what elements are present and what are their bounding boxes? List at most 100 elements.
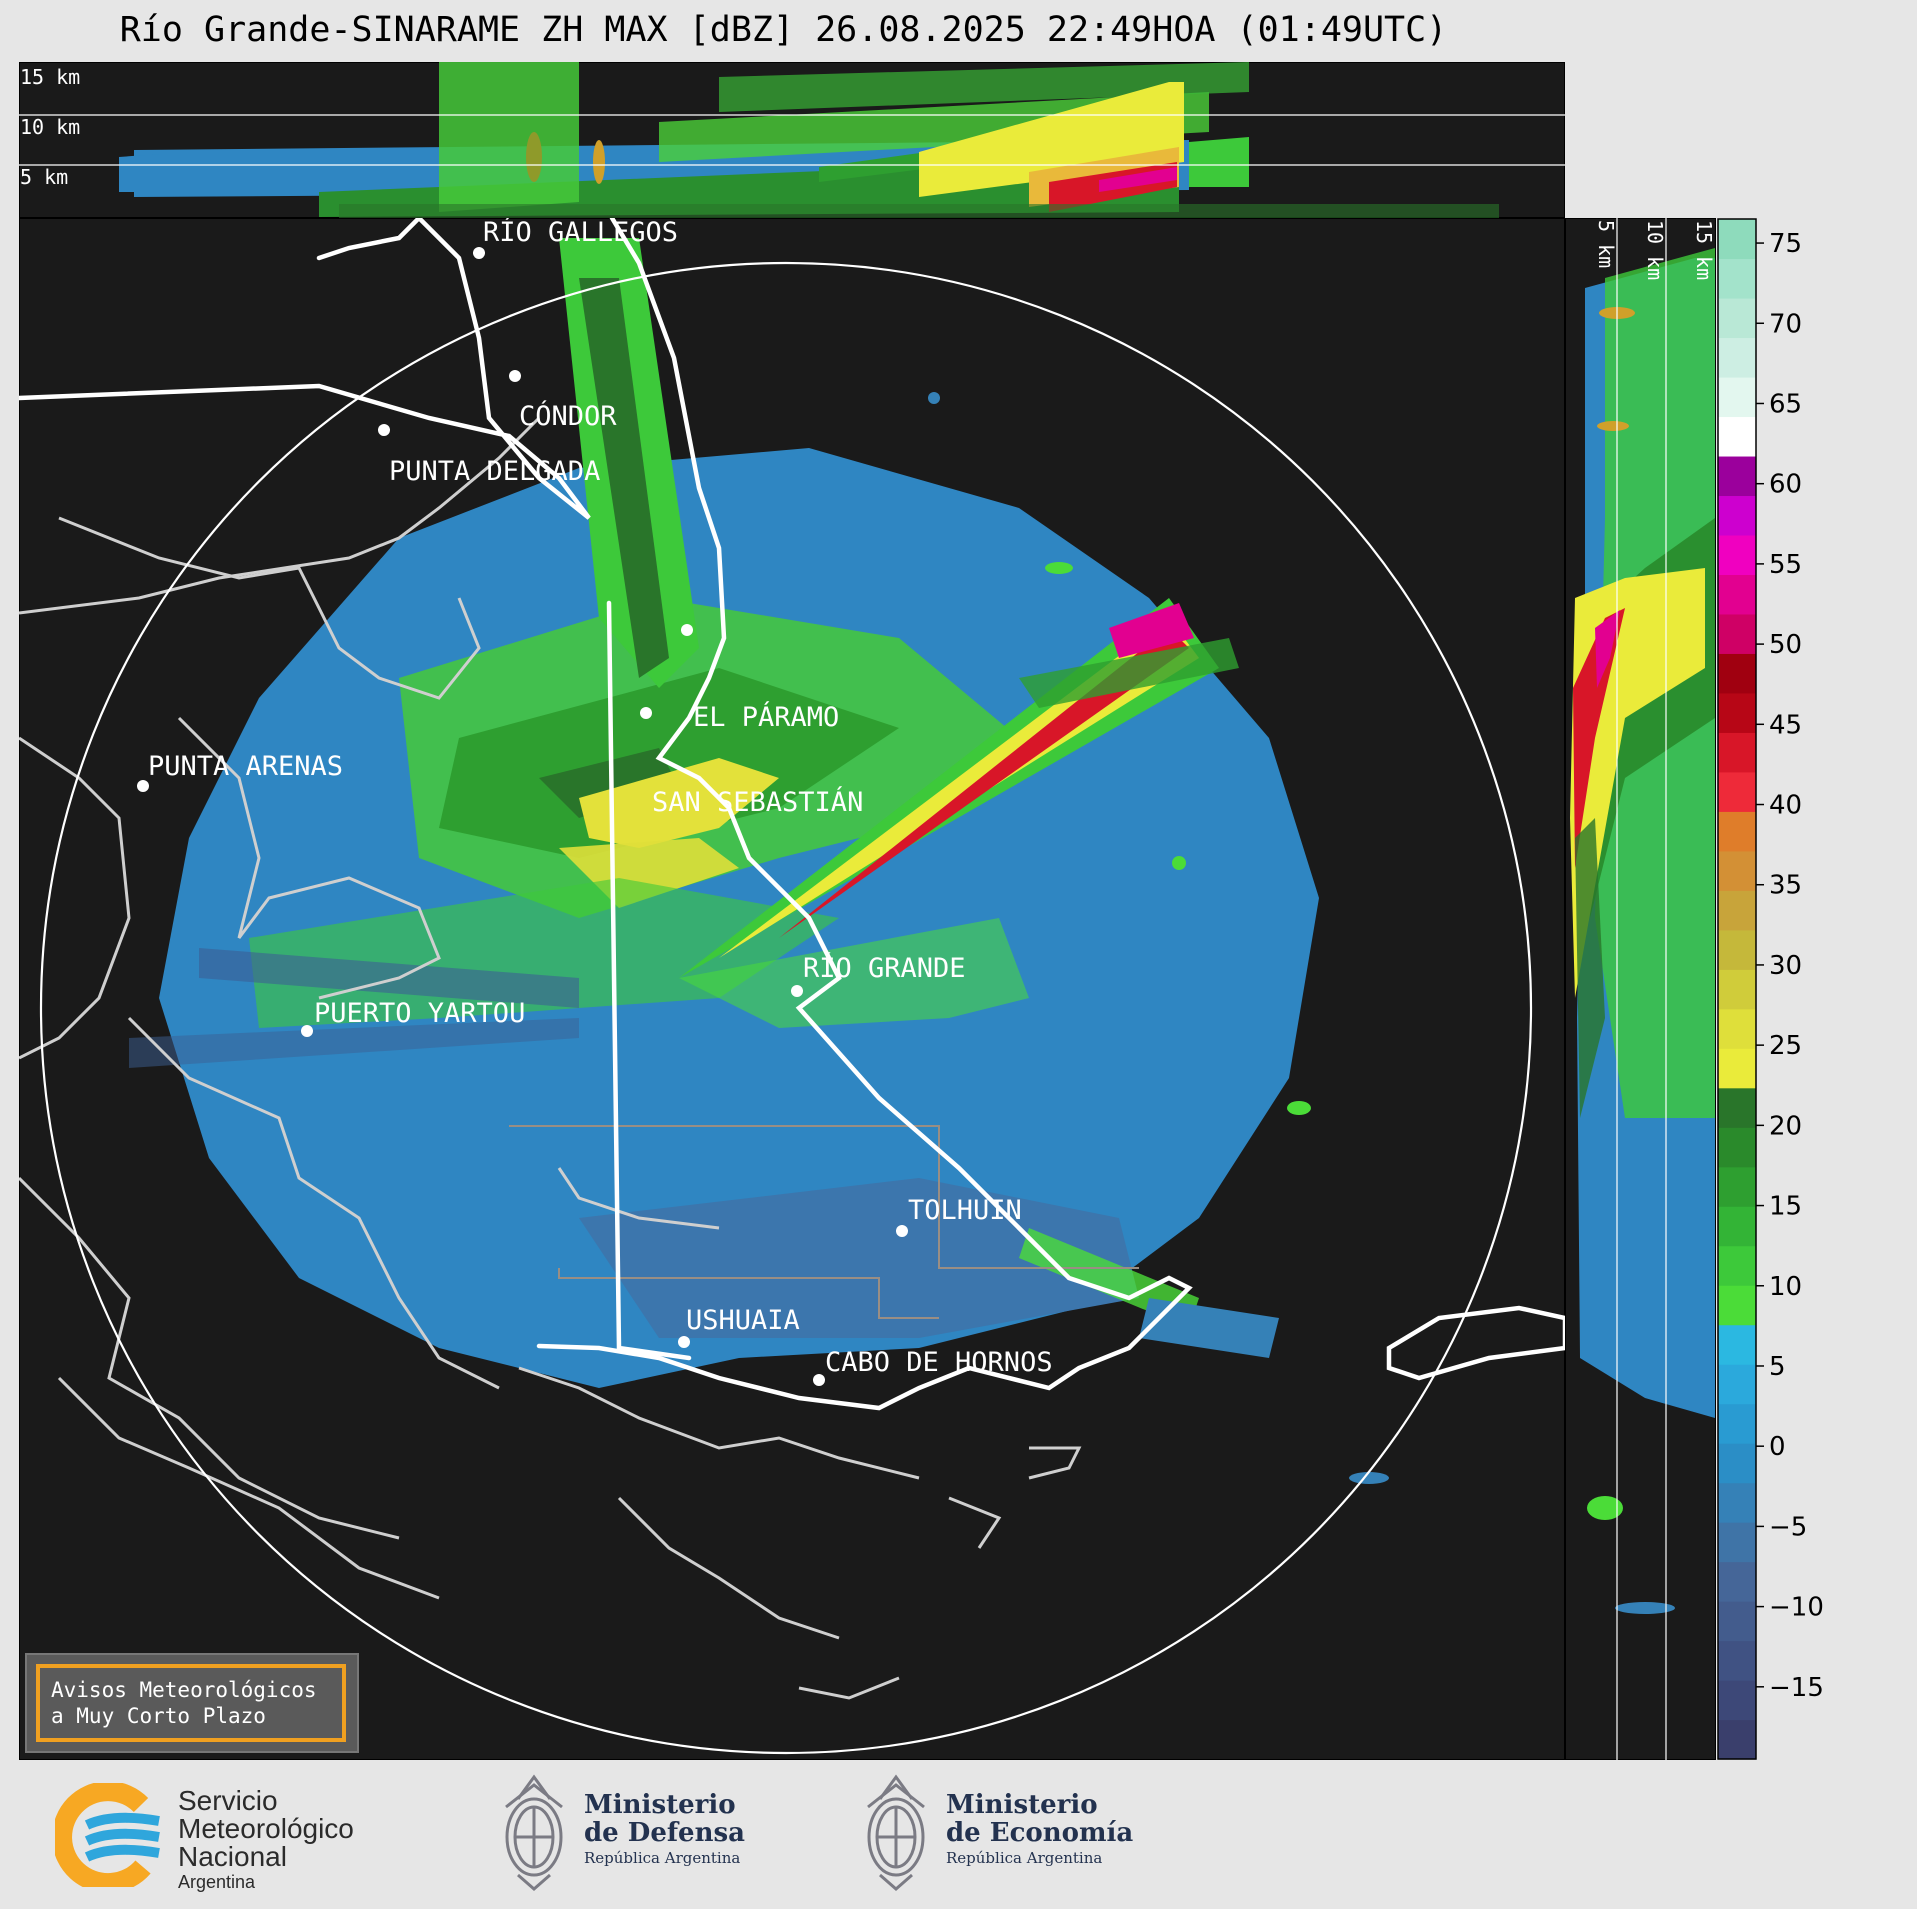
colorbar-tick-label: 65 xyxy=(1769,389,1802,419)
city-label-punta-delgada: PUNTA DELGADA xyxy=(389,456,600,487)
radar-map[interactable]: RÍO GALLEGOS CÓNDOR PUNTA DELGADA EL PÁR… xyxy=(19,218,1565,1760)
defensa-line-2: de Defensa xyxy=(584,1818,745,1848)
reflectivity-echoes xyxy=(129,238,1389,1484)
colorbar-segment xyxy=(1718,1087,1756,1128)
colorbar-segment xyxy=(1718,1324,1756,1365)
colorbar-tick-label: 35 xyxy=(1769,871,1802,901)
side-label-15km: 15 km xyxy=(1692,220,1716,280)
smn-line-2: Meteorológico xyxy=(178,1813,354,1844)
colorbar-segment xyxy=(1718,416,1756,457)
notice-line-2: a Muy Corto Plazo xyxy=(51,1704,266,1728)
colorbar-segment xyxy=(1718,495,1756,536)
colorbar-tick-label: 45 xyxy=(1769,710,1802,740)
warning-notice[interactable]: Avisos Meteorológicos a Muy Corto Plazo xyxy=(25,1653,359,1753)
colorbar-segments xyxy=(1718,219,1756,1760)
colorbar-tick-label: 50 xyxy=(1769,630,1802,660)
economia-text: Ministerio de Economía República Argenti… xyxy=(946,1791,1133,1869)
side-cross-section-panel: 5 km 10 km 15 km xyxy=(1565,218,1716,1760)
colorbar-segment xyxy=(1718,850,1756,891)
colorbar-tick-label: 60 xyxy=(1769,470,1802,500)
colorbar-segment xyxy=(1718,1166,1756,1207)
colorbar-tick-label: 70 xyxy=(1769,309,1802,339)
economia-line-1: Ministerio xyxy=(946,1790,1098,1820)
top-cross-section-panel: 15 km 10 km 5 km xyxy=(19,62,1565,218)
colorbar-segment xyxy=(1718,890,1756,931)
city-label-tolhuin: TOLHUIN xyxy=(908,1195,1022,1226)
defensa-coat-of-arms-icon xyxy=(505,1774,563,1891)
radar-range-ring xyxy=(39,261,1533,1755)
colorbar-segment xyxy=(1718,613,1756,654)
colorbar-segment xyxy=(1718,1482,1756,1523)
colorbar-segment xyxy=(1718,692,1756,733)
city-label-punta-arenas: PUNTA ARENAS xyxy=(148,751,343,782)
province-boundaries xyxy=(509,1125,1139,1319)
colorbar-segment xyxy=(1718,811,1756,852)
city-markers xyxy=(137,247,908,1386)
side-label-10km: 10 km xyxy=(1643,220,1667,280)
colorbar-segment xyxy=(1718,297,1756,339)
city-label-rio-gallegos: RÍO GALLEGOS xyxy=(483,218,678,248)
colorbar-segment xyxy=(1718,1364,1756,1405)
city-label-cabo-de-hornos: CABO DE HORNOS xyxy=(825,1347,1053,1378)
city-label-san-sebastian: SAN SEBASTIÁN xyxy=(652,786,863,818)
city-label-rio-grande: RÍO GRANDE xyxy=(803,952,966,984)
routes xyxy=(19,218,1565,1411)
colorbar-segment xyxy=(1718,1443,1756,1484)
city-label-ushuaia: USHUAIA xyxy=(686,1305,800,1336)
city-label-puerto-yartou: PUERTO YARTOU xyxy=(314,998,525,1029)
defensa-line-1: Ministerio xyxy=(584,1790,736,1820)
economia-coat-of-arms-icon xyxy=(867,1774,925,1891)
colorbar-tick-label: 10 xyxy=(1769,1272,1802,1302)
colorbar-tick-label: 75 xyxy=(1769,229,1802,259)
smn-line-4: Argentina xyxy=(178,1872,256,1892)
colorbar-segment xyxy=(1718,1245,1756,1286)
colorbar-segment xyxy=(1718,1403,1756,1444)
colorbar-segment xyxy=(1718,1206,1756,1247)
colorbar-segment xyxy=(1718,1601,1756,1642)
colorbar-segment xyxy=(1718,1719,1756,1760)
colorbar-segment xyxy=(1718,1285,1756,1326)
city-label-el-paramo: EL PÁRAMO xyxy=(693,701,839,733)
colorbar-segment xyxy=(1718,732,1756,773)
colorbar-tick-label: 30 xyxy=(1769,951,1802,981)
colorbar-segment xyxy=(1718,929,1756,970)
coastlines xyxy=(19,416,1082,1700)
colorbar-tick-label: 20 xyxy=(1769,1111,1802,1141)
colorbar-tick-label: 25 xyxy=(1769,1031,1802,1061)
colorbar-segment xyxy=(1718,771,1756,812)
city-labels: RÍO GALLEGOS CÓNDOR PUNTA DELGADA EL PÁR… xyxy=(148,218,1053,1378)
colorbar-segment xyxy=(1718,1640,1756,1681)
colorbar-tick-label: −5 xyxy=(1769,1512,1807,1542)
top-label-5km: 5 km xyxy=(20,165,68,189)
smn-logo-icon xyxy=(55,1783,160,1887)
chart-title: Río Grande-SINARAME ZH MAX [dBZ] 26.08.2… xyxy=(119,10,1448,50)
city-label-condor: CÓNDOR xyxy=(519,400,617,432)
colorbar-segment xyxy=(1718,1561,1756,1602)
colorbar-segment xyxy=(1718,1680,1756,1721)
colorbar-segment xyxy=(1718,1522,1756,1563)
footer-logos: Servicio Meteorológico Nacional Argentin… xyxy=(0,1761,1917,1909)
colorbar-segment xyxy=(1718,1127,1756,1168)
colorbar-segment xyxy=(1718,969,1756,1010)
smn-name: Servicio Meteorológico Nacional Argentin… xyxy=(178,1787,354,1893)
economia-line-3: República Argentina xyxy=(946,1849,1103,1867)
colorbar-segment xyxy=(1718,455,1756,497)
colorbar-segment xyxy=(1718,653,1756,694)
side-label-5km: 5 km xyxy=(1594,220,1618,268)
notice-line-1: Avisos Meteorológicos xyxy=(51,1678,317,1702)
top-label-10km: 10 km xyxy=(20,115,80,139)
colorbar-segment xyxy=(1718,258,1756,299)
colorbar-segment xyxy=(1718,574,1756,615)
top-label-15km: 15 km xyxy=(20,65,80,89)
colorbar-tick-label: −15 xyxy=(1769,1673,1824,1703)
colorbar-segment xyxy=(1718,376,1756,418)
defensa-line-3: República Argentina xyxy=(584,1849,741,1867)
colorbar-tick-label: 0 xyxy=(1769,1432,1786,1462)
colorbar-segment xyxy=(1718,1008,1756,1049)
colorbar-segment xyxy=(1718,534,1756,575)
smn-line-1: Servicio xyxy=(178,1785,278,1816)
smn-line-3: Nacional xyxy=(178,1841,287,1872)
colorbar-tick-label: 55 xyxy=(1769,550,1802,580)
